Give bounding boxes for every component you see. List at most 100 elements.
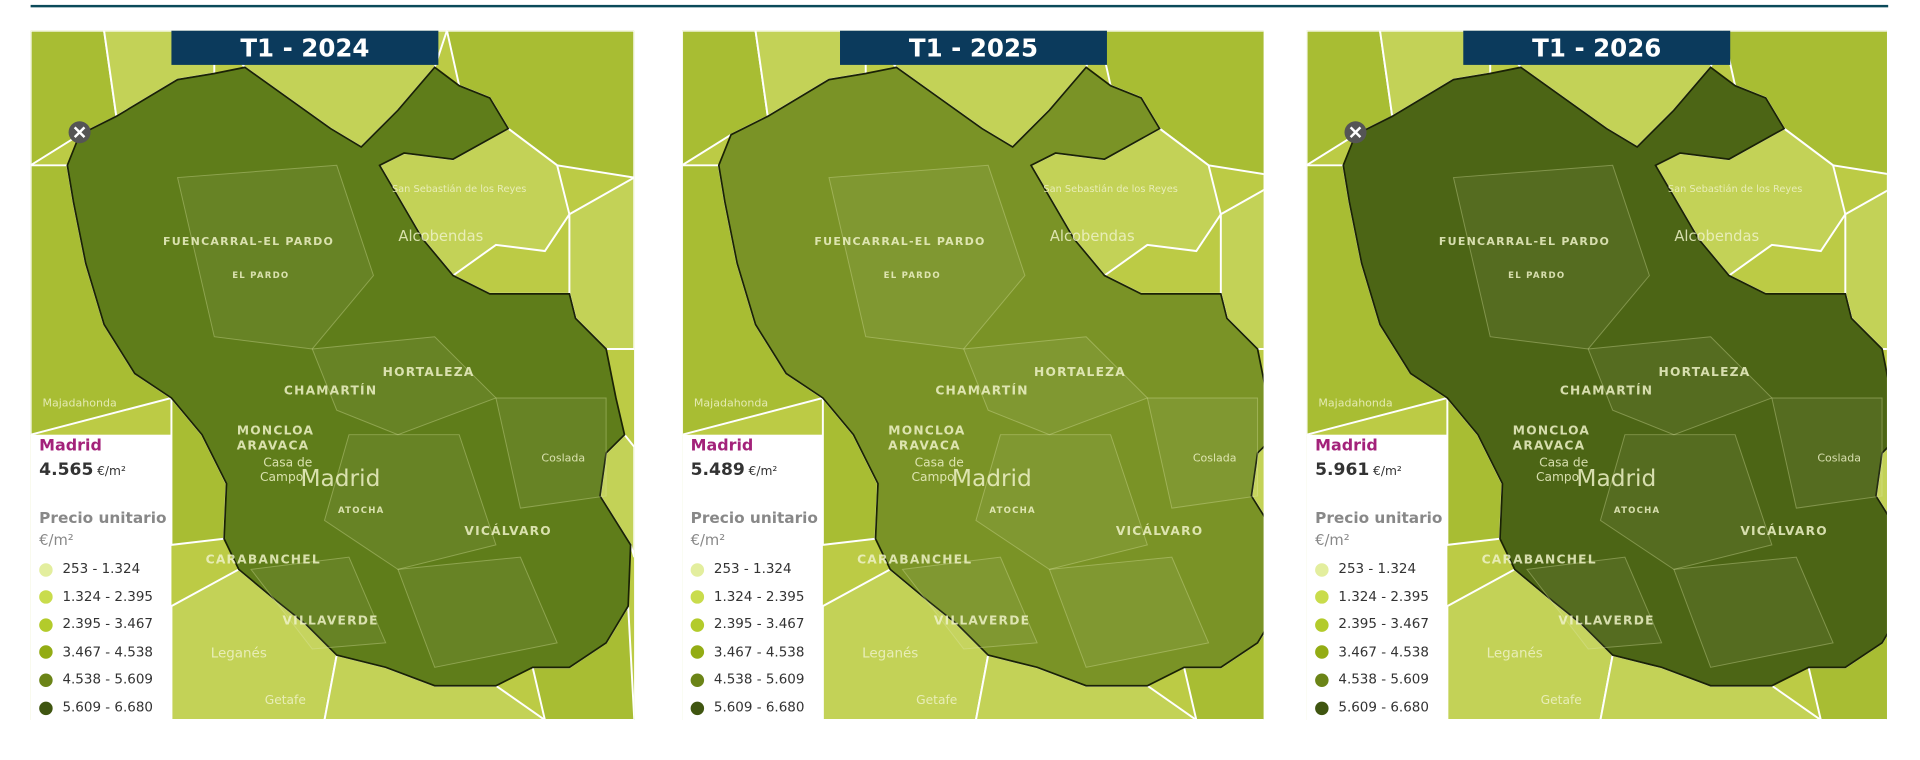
map-label: ARAVACA — [237, 438, 310, 452]
legend-title: Precio unitario — [1315, 508, 1443, 527]
region-price: 4.565 €/m² — [39, 460, 126, 481]
district — [1771, 397, 1883, 509]
legend-swatch — [1315, 673, 1329, 687]
legend-item: 5.609 - 6.680 — [690, 699, 804, 716]
map-label: ATOCHA — [989, 506, 1036, 516]
close-cross — [73, 126, 86, 139]
map-label: ARAVACA — [1513, 438, 1586, 452]
map-label: FUENCARRAL-EL PARDO — [163, 235, 334, 248]
map-label: EL PARDO — [884, 271, 941, 281]
map-label: CARABANCHEL — [1482, 552, 1597, 566]
legend-label: 2.395 - 3.467 — [713, 616, 805, 633]
map-label: San Sebastián de los Reyes — [392, 183, 526, 195]
price-unit: €/m² — [97, 465, 126, 479]
legend-label: 253 - 1.324 — [62, 560, 141, 577]
district — [828, 164, 1026, 350]
legend-label: 4.538 - 5.609 — [62, 671, 154, 688]
legend-swatch — [1315, 617, 1329, 632]
legend-item: 3.467 - 4.538 — [690, 644, 804, 661]
map-label: Casa de — [263, 456, 312, 470]
legend-title: Precio unitario — [39, 508, 167, 527]
district — [1673, 556, 1834, 668]
map-label: Coslada — [1817, 452, 1861, 465]
map-label: Getafe — [916, 693, 957, 707]
map-label: Alcobendas — [1674, 228, 1759, 245]
map-label: VICÁLVARO — [1116, 523, 1204, 538]
map-label: VICÁLVARO — [1740, 523, 1828, 538]
legend-item: 253 - 1.324 — [39, 561, 140, 578]
map-label: ATOCHA — [338, 506, 385, 516]
map-label: San Sebastián de los Reyes — [1043, 183, 1177, 195]
legend-item: 3.467 - 4.538 — [39, 644, 153, 661]
map-label: Majadahonda — [1318, 397, 1392, 410]
map-panel: FUENCARRAL-EL PARDO EL PARDO CHAMARTÍN HORT… — [30, 30, 635, 721]
map-label: Alcobendas — [398, 228, 483, 245]
legend-swatch — [1315, 562, 1329, 577]
legend-label: 3.467 - 4.538 — [62, 643, 154, 660]
legend-swatch — [39, 562, 53, 577]
map-label: HORTALEZA — [1659, 365, 1751, 379]
legend-item: 253 - 1.324 — [690, 561, 792, 578]
panel-title: T1 - 2026 — [1463, 30, 1731, 65]
map-label: ATOCHA — [1614, 506, 1661, 516]
legend-item: 3.467 - 4.538 — [1315, 644, 1429, 661]
map-label: Campo — [1536, 470, 1579, 484]
legend-swatch — [690, 701, 705, 715]
district — [962, 336, 1149, 436]
panel-title: T1 - 2025 — [840, 30, 1107, 65]
region-madrid — [717, 66, 1264, 687]
map-label: Leganés — [862, 646, 918, 662]
map-label: MONCLOA — [888, 424, 965, 438]
legend-label: 4.538 - 5.609 — [1338, 671, 1429, 688]
region-madrid — [66, 66, 632, 687]
legend-item: 4.538 - 5.609 — [1315, 672, 1429, 689]
legend-swatch — [39, 617, 53, 632]
legend-swatch — [690, 617, 705, 632]
map-label: VILLAVERDE — [282, 613, 378, 627]
legend-unit: €/m² — [690, 531, 726, 549]
region-name: Madrid — [1315, 437, 1378, 456]
district — [1526, 556, 1663, 650]
district — [397, 556, 558, 668]
map-label: Leganés — [211, 646, 267, 662]
legend-item: 1.324 - 2.395 — [690, 588, 804, 605]
legend-label: 2.395 - 3.467 — [62, 616, 154, 633]
legend-item: 2.395 - 3.467 — [690, 616, 805, 633]
legend-swatch — [690, 673, 705, 687]
legend-item: 1.324 - 2.395 — [39, 588, 153, 605]
legend-item: 2.395 - 3.467 — [1315, 616, 1429, 633]
district — [1599, 434, 1773, 570]
map-label: Alcobendas — [1050, 228, 1135, 245]
map-label: Madrid — [300, 465, 380, 492]
district — [311, 336, 497, 436]
legend-label: 5.609 - 6.680 — [62, 699, 154, 716]
map-label: CARABANCHEL — [206, 552, 321, 566]
legend-item: 4.538 - 5.609 — [690, 672, 804, 689]
map-label: Madrid — [1576, 465, 1656, 492]
map: FUENCARRAL-EL PARDO EL PARDO CHAMARTÍN HORT… — [30, 30, 635, 721]
legend-item: 5.609 - 6.680 — [39, 699, 153, 716]
map-label: VILLAVERDE — [1558, 613, 1654, 627]
legend-item: 253 - 1.324 — [1315, 561, 1416, 578]
map-label: Majadahonda — [42, 397, 116, 410]
price-unit: €/m² — [1373, 465, 1402, 479]
legend-swatch — [39, 645, 53, 660]
district — [250, 556, 387, 650]
map-label: EL PARDO — [1508, 271, 1565, 281]
map-label: Coslada — [1193, 452, 1237, 465]
map-label: VILLAVERDE — [934, 613, 1030, 627]
map-label: Casa de — [1539, 456, 1588, 470]
map-panel: FUENCARRAL-EL PARDO EL PARDO CHAMARTÍN HORT… — [1306, 30, 1887, 721]
legend-label: 1.324 - 2.395 — [1338, 588, 1429, 605]
legend-unit: €/m² — [39, 531, 74, 549]
close-marker — [68, 121, 91, 144]
legend-item: 1.324 - 2.395 — [1315, 588, 1429, 605]
panel-title: T1 - 2024 — [171, 30, 439, 65]
map-label: HORTALEZA — [383, 365, 475, 379]
region-name: Madrid — [690, 437, 754, 456]
map-label: EL PARDO — [232, 271, 289, 281]
legend-swatch — [690, 645, 705, 660]
legend-label: 2.395 - 3.467 — [1338, 616, 1429, 633]
map-label: FUENCARRAL-EL PARDO — [814, 235, 985, 248]
